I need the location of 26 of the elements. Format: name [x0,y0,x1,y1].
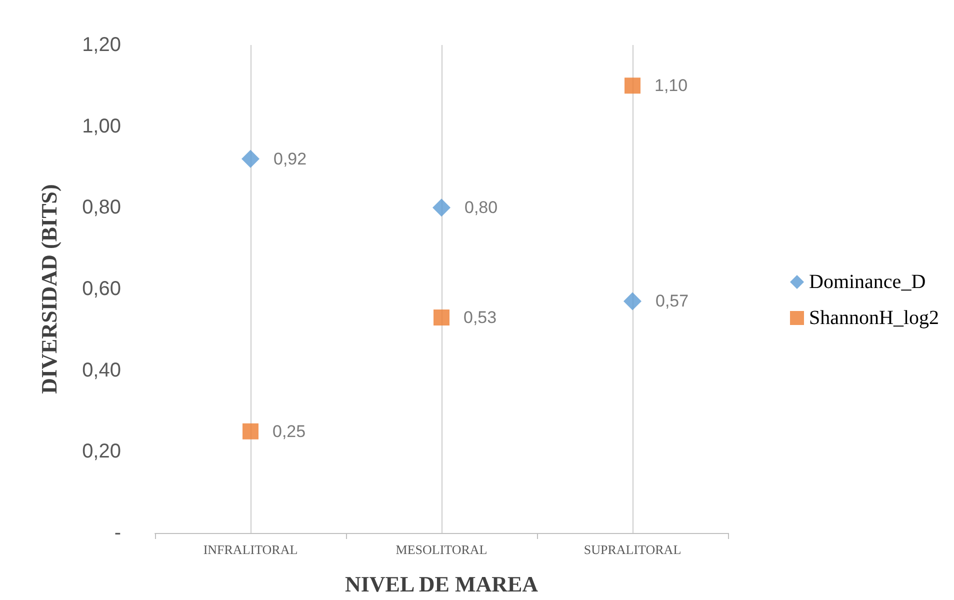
point [432,198,450,217]
y-tick-label: 0,80 [82,196,121,219]
data-label: 0,25 [272,422,306,441]
data-label: 1,10 [654,76,688,96]
point [624,292,642,310]
data-label: 0,92 [274,149,307,168]
legend-label: ShannonH_log2 [809,307,939,329]
y-tick-label: 1,20 [82,34,121,56]
x-tick-label: INFRALITORAL [203,542,298,557]
point [242,150,260,168]
point [242,423,258,440]
data-label: 0,80 [464,198,498,218]
x-tick-label: MESOLITORAL [396,542,488,557]
y-tick-label: 0,20 [82,440,121,463]
point [434,309,450,326]
legend-label: Dominance_D [809,271,926,293]
x-axis-title: NIVEL DE MAREA [344,572,538,596]
y-axis-title: DIVERSIDAD (BITS) [36,184,62,394]
data-label: 0,57 [656,292,689,311]
y-tick-label: 0,40 [82,359,121,382]
point [624,78,640,94]
data-label: 0,53 [464,308,497,327]
y-tick-label: 0,60 [82,278,121,300]
x-tick-label: SUPRALITORAL [584,542,682,557]
y-tick-label: - [114,522,121,544]
y-tick-label: 1,00 [82,115,121,138]
